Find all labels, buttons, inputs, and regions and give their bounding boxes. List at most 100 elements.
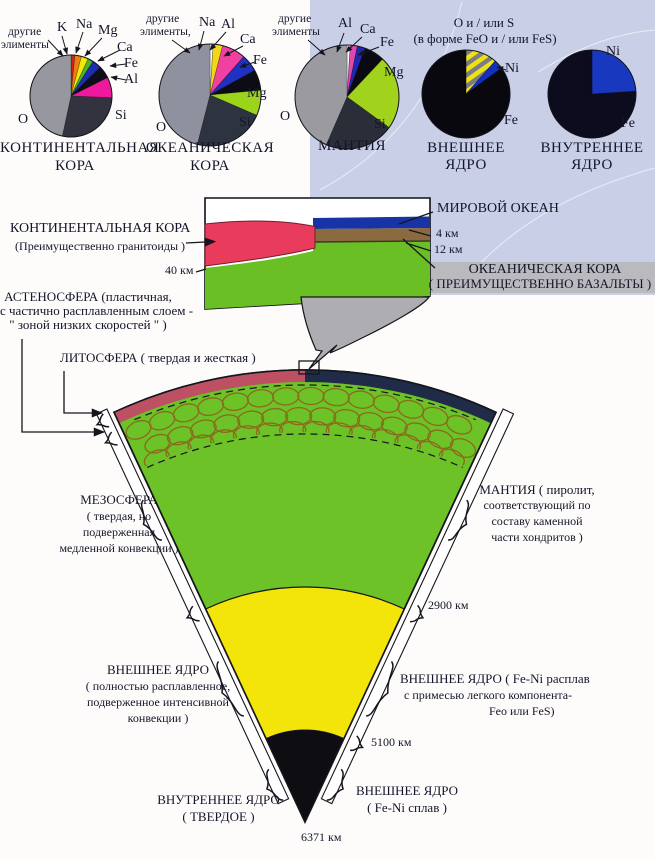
inner-core-right-label-1: ВНЕШНЕЕ ЯДРО xyxy=(356,783,458,798)
pie2-label-Si: Si xyxy=(239,115,251,130)
pie5-label-Ni: Ni xyxy=(606,44,620,59)
mantle-label-3: составу каменной xyxy=(491,514,583,528)
inset-mantle xyxy=(205,241,430,309)
pie3-label-Mg: Mg xyxy=(384,65,404,80)
mesosphere-label-1: МЕЗОСФЕРА xyxy=(80,492,158,507)
pie2-label-Na: Na xyxy=(199,15,216,30)
pie-mantle xyxy=(294,44,400,150)
pie2-caption-2: КОРА xyxy=(190,158,230,174)
pie1-label-O: O xyxy=(18,112,29,127)
mantle-label-1: МАНТИЯ ( пиролит, xyxy=(479,482,595,497)
outer-core-left-label-1: ВНЕШНЕЕ ЯДРО xyxy=(107,662,209,677)
outer-core-left-label-3: подверженное интенсивной xyxy=(87,695,229,709)
inset-oceanic-crust xyxy=(313,228,430,242)
pie2-label-Ca: Ca xyxy=(240,32,256,47)
asthenosphere-label-1: АСТЕНОСФЕРА (пластичная, xyxy=(4,289,172,304)
pie-inner-core xyxy=(547,49,637,139)
pie1-label-Na: Na xyxy=(76,17,93,32)
brace-mark xyxy=(216,661,245,717)
lithosphere-texture xyxy=(125,386,477,469)
pie2-label-Fe: Fe xyxy=(253,53,267,68)
depth-6371km: 6371 км xyxy=(301,830,342,844)
brace-mark xyxy=(140,499,162,541)
inset-continental-label-1: КОНТИНЕНТАЛЬНАЯ КОРА xyxy=(10,221,191,236)
brace-mark xyxy=(448,499,470,541)
pie3-other-label-1: другие xyxy=(278,13,312,25)
outer-core-sector xyxy=(205,586,405,822)
depth-4km-pointer xyxy=(408,229,432,237)
depth-40km-tick xyxy=(195,268,207,273)
pie1-caption-2: КОРА xyxy=(55,158,95,174)
continental-crust-pointer xyxy=(185,237,217,247)
outer-core-right-label-2: с примесью легкого компонента- xyxy=(404,688,573,702)
composition-pies xyxy=(29,43,637,150)
lithosphere-pointer xyxy=(63,371,104,418)
pie2-caption-1: ОКЕАНИЧЕСКАЯ xyxy=(145,140,275,156)
pie1-other-label-1: другие xyxy=(8,26,42,38)
inset-depth-12km: 12 км xyxy=(434,242,463,256)
connector-lines xyxy=(21,211,436,437)
pie2-label-Mg: Mg xyxy=(247,86,267,101)
pie-label-arrows xyxy=(47,30,507,81)
brace-mark xyxy=(103,431,118,446)
wedge-outline xyxy=(112,369,498,824)
pie5-label-Fe: Fe xyxy=(621,116,635,131)
zoom-target-marker xyxy=(298,360,320,375)
pie4-label-Ni: Ni xyxy=(505,61,519,76)
inset-oceanic-label-2: ( ПРЕИМУЩЕСТВЕННО БАЗАЛЬТЫ ) xyxy=(428,276,652,291)
oceanic-crust-arc xyxy=(305,370,496,424)
inset-depth-40km: 40 км xyxy=(165,263,194,277)
pie4-label-Fe: Fe xyxy=(504,113,518,128)
pie4-top-label-1: О и / или S xyxy=(453,15,515,30)
pie5-caption-2: ЯДРО xyxy=(571,157,613,173)
pie1-label-Si: Si xyxy=(115,108,127,123)
brace-mark xyxy=(326,768,345,801)
pie2-other-label-2: элименты, xyxy=(140,26,191,38)
depth-12km-pointer xyxy=(405,242,432,252)
pie3-caption: МАНТИЯ xyxy=(317,138,386,154)
inset-depth-4km: 4 км xyxy=(436,226,459,240)
pie3-other-label-2: элименты xyxy=(272,26,320,38)
inner-core-right-label-2: ( Fe-Ni сплав ) xyxy=(367,800,447,815)
inset-continental-crust xyxy=(204,220,316,267)
pie3-label-Si: Si xyxy=(374,117,386,132)
crust-inset xyxy=(204,197,431,310)
brace-mark xyxy=(409,604,425,623)
oceanic-crust-label-band xyxy=(420,262,655,293)
pie1-label-K: K xyxy=(57,20,68,35)
pie2-label-O: O xyxy=(156,120,167,135)
brace-mark xyxy=(185,605,200,622)
pie3-label-Al: Al xyxy=(338,16,352,31)
pie-continental-crust xyxy=(29,54,113,138)
brace-mark xyxy=(265,768,284,801)
asthenosphere-pointer xyxy=(21,339,106,437)
oceanic-crust-pointer xyxy=(402,238,436,269)
pie-oceanic-crust xyxy=(158,43,262,147)
pie4-caption-2: ЯДРО xyxy=(445,157,487,173)
pie4-top-label-2: (в форме FeO и / или FeS) xyxy=(413,31,557,46)
pie1-label-Ca: Ca xyxy=(117,40,133,55)
pie2-label-Al: Al xyxy=(221,17,235,32)
outer-core-right-label-1: ВНЕШНЕЕ ЯДРО ( Fe-Ni расплав xyxy=(400,671,590,686)
mesosphere-label-2: ( твердая, но xyxy=(86,509,152,523)
inset-continental-label-2: (Преимущественно гранитоиды ) xyxy=(15,239,185,253)
earth-wedge xyxy=(95,369,515,824)
mantle-label-4: части хондритов ) xyxy=(491,530,583,544)
depth-2900km: 2900 км xyxy=(428,598,469,612)
pie-slice-O xyxy=(29,54,72,137)
asthenosphere-label-2: с частично расплавленным слоем - xyxy=(0,303,194,318)
mantle-label-2: соответствующий по xyxy=(483,498,591,512)
pie4-caption-1: ВНЕШНЕЕ xyxy=(427,140,505,156)
lithosphere-dashed-top xyxy=(134,384,476,421)
asthenosphere-dashed-bottom xyxy=(146,433,464,469)
brace-mark xyxy=(95,413,110,428)
asthenosphere-label-3: " зоной низких скоростей " ) xyxy=(9,317,167,332)
inset-oceanic-label-1: ОКЕАНИЧЕСКАЯ КОРА xyxy=(468,262,622,277)
continental-crust-arc xyxy=(114,369,305,424)
inset-ocean-water xyxy=(313,216,430,229)
pie1-label-Al: Al xyxy=(124,72,138,87)
pie2-other-label-1: другие xyxy=(146,13,180,25)
outer-core-left-label-4: конвекции ) xyxy=(127,711,189,725)
